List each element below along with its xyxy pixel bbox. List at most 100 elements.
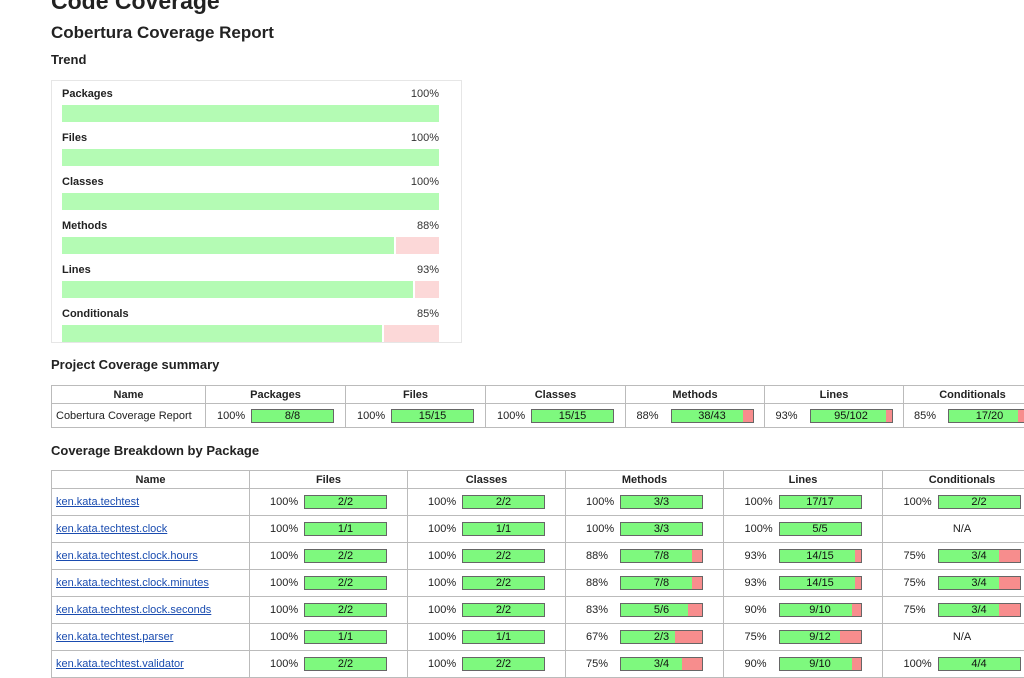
coverage-ratio: 2/2 — [305, 496, 386, 508]
coverage-ratio: 14/15 — [780, 577, 861, 589]
coverage-wrap: 83%5/6 — [570, 603, 719, 617]
coverage-ratio: 7/8 — [621, 550, 702, 562]
trend-bar — [62, 281, 439, 298]
package-link[interactable]: ken.kata.techtest.clock.seconds — [56, 604, 211, 616]
coverage-na: N/A — [883, 624, 1024, 651]
trend-pct: 100% — [411, 176, 439, 188]
coverage-pct: 100% — [428, 496, 462, 508]
breakdown-title: Coverage Breakdown by Package — [51, 443, 259, 458]
package-name-cell: ken.kata.techtest — [52, 489, 250, 516]
coverage-pct: 100% — [270, 550, 304, 562]
trend-bar-pass — [62, 237, 394, 254]
coverage-wrap: 100%2/2 — [254, 576, 403, 590]
trend-bar — [62, 325, 439, 342]
coverage-cell: 100%2/2 — [883, 489, 1024, 516]
column-header: Files — [346, 386, 486, 404]
coverage-cell: 100%2/2 — [408, 543, 566, 570]
coverage-cell: 100%2/2 — [250, 570, 408, 597]
coverage-ratio: 38/43 — [672, 410, 753, 422]
report-title: Cobertura Coverage Report — [51, 23, 274, 43]
trend-label: Packages — [62, 88, 113, 100]
coverage-ratio: 2/2 — [305, 604, 386, 616]
coverage-pct: 100% — [270, 523, 304, 535]
column-header: Name — [52, 386, 206, 404]
coverage-pct: 75% — [904, 604, 938, 616]
coverage-cell: 100%2/2 — [250, 543, 408, 570]
coverage-cell: 93%95/102 — [765, 404, 904, 428]
coverage-bar: 2/2 — [304, 495, 387, 509]
coverage-ratio: 3/3 — [621, 496, 702, 508]
trend-label: Lines — [62, 264, 91, 276]
coverage-cell: 100%2/2 — [408, 489, 566, 516]
coverage-ratio: 15/15 — [532, 410, 613, 422]
coverage-pct: 100% — [428, 577, 462, 589]
coverage-bar: 14/15 — [779, 549, 862, 563]
coverage-bar: 17/17 — [779, 495, 862, 509]
coverage-pct: 83% — [586, 604, 620, 616]
coverage-bar: 38/43 — [671, 409, 754, 423]
coverage-bar: 2/2 — [462, 495, 545, 509]
column-header: Conditionals — [883, 471, 1024, 489]
coverage-ratio: 3/4 — [939, 604, 1020, 616]
coverage-ratio: 17/17 — [780, 496, 861, 508]
coverage-cell: 85%17/20 — [904, 404, 1024, 428]
coverage-ratio: 3/3 — [621, 523, 702, 535]
coverage-ratio: 17/20 — [949, 410, 1024, 422]
coverage-wrap: 100%2/2 — [254, 657, 403, 671]
package-link[interactable]: ken.kata.techtest.clock.hours — [56, 550, 198, 562]
coverage-pct: 100% — [270, 496, 304, 508]
coverage-pct: 100% — [428, 604, 462, 616]
package-link[interactable]: ken.kata.techtest.clock.minutes — [56, 577, 209, 589]
coverage-cell: 75%3/4 — [883, 570, 1024, 597]
trend-bar-pass — [62, 325, 382, 342]
coverage-ratio: 4/4 — [939, 658, 1020, 670]
coverage-bar: 1/1 — [462, 522, 545, 536]
coverage-cell: 100%17/17 — [724, 489, 883, 516]
coverage-bar: 17/20 — [948, 409, 1024, 423]
coverage-cell: 88%7/8 — [566, 570, 724, 597]
package-link[interactable]: ken.kata.techtest.parser — [56, 631, 173, 643]
coverage-wrap: 88%38/43 — [630, 409, 760, 423]
package-name-cell: ken.kata.techtest.parser — [52, 624, 250, 651]
coverage-wrap: 93%95/102 — [769, 409, 899, 423]
coverage-bar: 2/2 — [304, 549, 387, 563]
coverage-pct: 100% — [497, 410, 531, 422]
coverage-bar: 5/6 — [620, 603, 703, 617]
coverage-cell: 75%9/12 — [724, 624, 883, 651]
coverage-bar: 5/5 — [779, 522, 862, 536]
coverage-pct: 88% — [637, 410, 671, 422]
coverage-wrap: 100%2/2 — [412, 657, 561, 671]
package-link[interactable]: ken.kata.techtest — [56, 496, 139, 508]
column-header: Methods — [626, 386, 765, 404]
trend-pct: 93% — [417, 264, 439, 276]
column-header: Name — [52, 471, 250, 489]
package-link[interactable]: ken.kata.techtest.validator — [56, 658, 184, 670]
coverage-ratio: 15/15 — [392, 410, 473, 422]
coverage-ratio: 2/2 — [463, 577, 544, 589]
column-header: Lines — [724, 471, 883, 489]
coverage-ratio: 3/4 — [621, 658, 702, 670]
coverage-pct: 100% — [904, 658, 938, 670]
coverage-bar: 2/2 — [938, 495, 1021, 509]
coverage-ratio: 3/4 — [939, 550, 1020, 562]
coverage-wrap: 90%9/10 — [728, 603, 878, 617]
trend-bar-pass — [62, 149, 439, 166]
coverage-cell: 75%3/4 — [566, 651, 724, 678]
coverage-wrap: 100%1/1 — [412, 522, 561, 536]
coverage-wrap: 93%14/15 — [728, 576, 878, 590]
coverage-ratio: 2/2 — [939, 496, 1020, 508]
coverage-bar: 2/2 — [462, 657, 545, 671]
package-link[interactable]: ken.kata.techtest.clock — [56, 523, 167, 535]
coverage-wrap: 75%3/4 — [570, 657, 719, 671]
coverage-cell: 100%1/1 — [250, 516, 408, 543]
coverage-ratio: 1/1 — [305, 523, 386, 535]
coverage-bar: 3/3 — [620, 522, 703, 536]
